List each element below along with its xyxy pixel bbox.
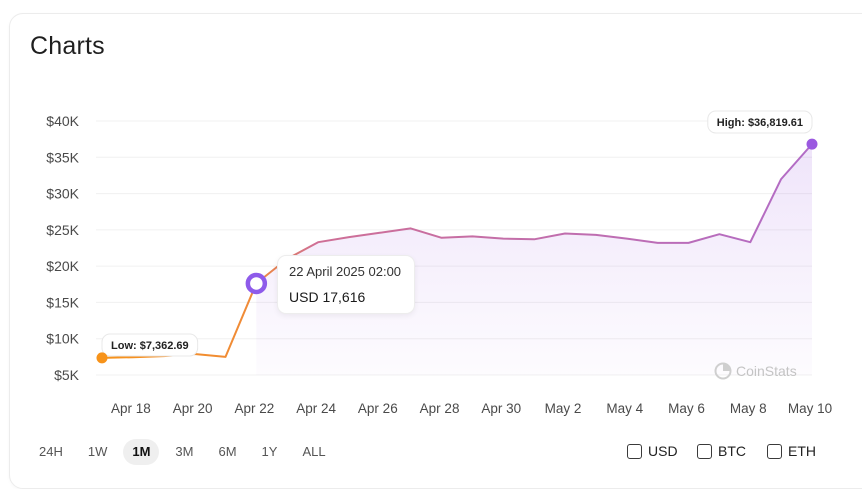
y-tick-label: $30K xyxy=(46,186,79,202)
coinstats-watermark: CoinStats xyxy=(714,362,797,380)
low-price-text: Low: $7,362.69 xyxy=(111,340,189,352)
range-1m-button[interactable]: 1M xyxy=(123,439,160,465)
low-price-label: Low: $7,362.69 xyxy=(101,333,199,357)
high-price-label: High: $36,819.61 xyxy=(707,110,813,134)
btc-label: BTC xyxy=(718,443,746,459)
tooltip-value: USD 17,616 xyxy=(289,289,366,305)
price-tooltip: 22 April 2025 02:00 USD 17,616 xyxy=(277,255,415,314)
checkmark-icon xyxy=(629,447,640,455)
currency-btc-toggle[interactable]: BTC xyxy=(697,441,746,461)
range-6m-button[interactable]: 6M xyxy=(218,444,237,459)
currency-eth-toggle[interactable]: ETH xyxy=(767,441,816,461)
price-chart[interactable]: $5K $10K $15K $20K $25K $30K $35K $40K Apr 18 Ap… xyxy=(0,0,862,430)
y-tick-label: $5K xyxy=(54,367,80,383)
x-tick-label: Apr 28 xyxy=(420,401,460,416)
usd-label: USD xyxy=(648,443,678,459)
x-tick-label: May 10 xyxy=(788,401,832,416)
range-all-button[interactable]: ALL xyxy=(302,444,326,459)
x-tick-label: Apr 24 xyxy=(296,401,336,416)
currency-usd-toggle[interactable]: USD xyxy=(627,441,678,461)
x-tick-label: May 4 xyxy=(606,401,643,416)
y-tick-label: $10K xyxy=(46,331,79,347)
y-tick-label: $20K xyxy=(46,258,79,274)
low-point-marker xyxy=(96,352,108,364)
y-tick-label: $15K xyxy=(46,294,79,310)
card-title: Charts xyxy=(30,32,105,60)
x-tick-label: May 8 xyxy=(730,401,767,416)
x-tick-label: May 6 xyxy=(668,401,705,416)
range-24h-button[interactable]: 24H xyxy=(39,444,63,459)
x-tick-label: Apr 22 xyxy=(234,401,274,416)
tooltip-date: 22 April 2025 02:00 xyxy=(289,264,402,279)
range-3m-button[interactable]: 3M xyxy=(175,444,194,459)
btc-checkbox[interactable] xyxy=(697,443,712,459)
x-tick-label: Apr 18 xyxy=(111,401,151,416)
price-line xyxy=(101,143,813,359)
eth-checkbox[interactable] xyxy=(767,443,782,459)
hover-point-marker[interactable] xyxy=(245,272,268,295)
range-1w-button[interactable]: 1W xyxy=(87,444,108,459)
y-tick-label: $35K xyxy=(46,149,79,165)
watermark-text: CoinStats xyxy=(736,363,797,379)
x-tick-label: Apr 26 xyxy=(358,401,398,416)
y-tick-label: $40K xyxy=(46,113,79,129)
high-point-marker xyxy=(806,138,818,150)
y-tick-label: $25K xyxy=(46,222,79,238)
x-tick-label: Apr 30 xyxy=(481,401,521,416)
time-range-selector: 24H 1W 1M 3M 6M 1Y ALL xyxy=(30,439,342,465)
range-1y-button[interactable]: 1Y xyxy=(261,444,278,459)
high-price-text: High: $36,819.61 xyxy=(717,117,803,129)
x-tick-label: Apr 20 xyxy=(173,401,213,416)
x-tick-label: May 2 xyxy=(545,401,582,416)
eth-label: ETH xyxy=(788,443,816,459)
usd-checkbox[interactable] xyxy=(627,443,642,459)
price-area xyxy=(256,144,812,375)
coinstats-logo-icon xyxy=(714,362,732,380)
